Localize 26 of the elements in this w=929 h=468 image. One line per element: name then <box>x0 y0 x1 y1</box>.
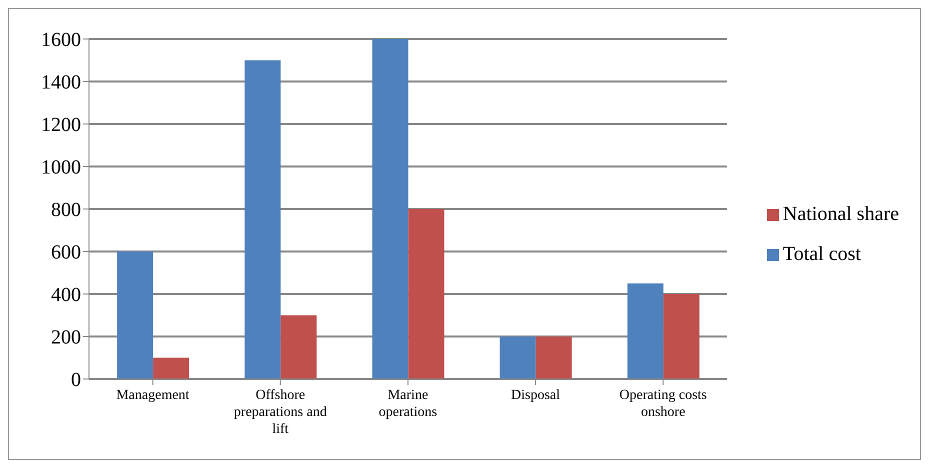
y-tick-label: 1200 <box>41 114 81 136</box>
bar <box>153 358 190 379</box>
x-tick-label: Disposal <box>511 388 560 403</box>
y-tick-label: 1600 <box>41 29 81 52</box>
bar <box>117 252 154 379</box>
y-tick-label: 600 <box>51 242 81 264</box>
x-tick-label: Management <box>116 388 190 403</box>
legend-label: National share <box>782 203 899 225</box>
y-tick-label: 1000 <box>41 156 81 179</box>
bar <box>372 39 408 379</box>
y-tick-label: 0 <box>71 369 81 392</box>
bar <box>627 283 664 379</box>
y-tick-label: 800 <box>51 199 81 222</box>
y-tick-label: 400 <box>51 284 81 306</box>
bar <box>500 336 536 379</box>
bar <box>244 60 281 379</box>
bar <box>408 209 444 379</box>
bar <box>536 336 572 379</box>
x-tick-label: Marine operations <box>378 388 438 420</box>
bar <box>280 315 317 379</box>
x-tick-label: Offshore preparations and lift <box>234 388 327 437</box>
bar <box>663 294 700 379</box>
legend-label: Total cost <box>782 243 861 265</box>
y-tick-label: 200 <box>51 326 81 349</box>
y-tick-label: 1400 <box>41 72 81 94</box>
x-tick-label: Operating costs onshore <box>619 388 707 420</box>
